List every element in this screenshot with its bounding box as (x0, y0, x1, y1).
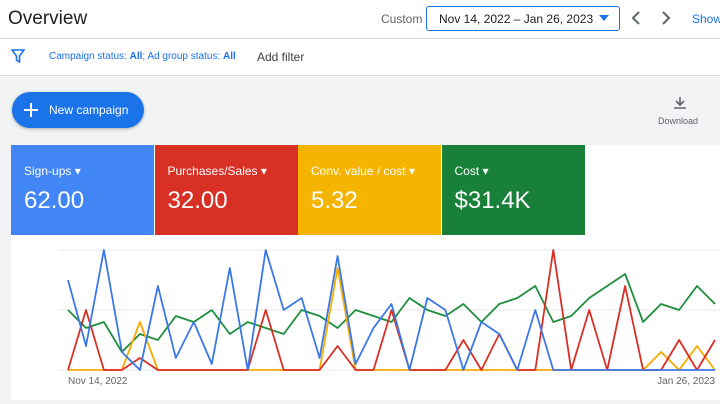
date-picker[interactable]: Nov 14, 2022 – Jan 26, 2023 (426, 6, 620, 31)
add-filter[interactable]: Add filter (257, 50, 305, 64)
metric-label: Sign-ups ▾ (24, 164, 81, 178)
series-line (67, 249, 715, 371)
chart: Nov 14, 2022 Jan 26, 2023 (58, 249, 720, 387)
metric-tile[interactable]: Sign-ups ▾ 62.00 (11, 145, 154, 235)
filter-label: ; Ad group status: (142, 51, 221, 62)
new-campaign-button[interactable]: New campaign (12, 92, 144, 128)
metric-value: 62.00 (24, 187, 85, 214)
series-line (67, 273, 716, 353)
metric-value: $31.4K (454, 187, 531, 214)
page-title: Overview (8, 8, 88, 29)
metric-label: Conv. value / cost ▾ (311, 164, 415, 178)
nav-arrows[interactable] (630, 10, 680, 26)
metric-tile[interactable]: Conv. value / cost ▾ 5.32 (298, 145, 441, 235)
dropdown-arrow: ▾ (479, 164, 489, 178)
filter-value: All (129, 51, 143, 62)
metric-label: Cost ▾ (454, 164, 489, 178)
filter-icon[interactable] (11, 49, 25, 63)
dropdown-arrow: ▾ (71, 164, 81, 178)
dropdown-arrow (599, 15, 609, 21)
filter-text[interactable]: Campaign status: All; Ad group status: A… (49, 51, 236, 62)
x-tick-label: Jan 26, 2023 (657, 376, 715, 387)
metric-tile[interactable]: Cost ▾ $31.4K (441, 145, 585, 235)
x-tick-label: Nov 14, 2022 (68, 376, 128, 387)
download-icon[interactable] (673, 96, 687, 110)
show-button[interactable]: Show (692, 12, 720, 26)
filter-bar (0, 39, 720, 76)
plus-icon (24, 103, 38, 117)
filter-value: All (223, 51, 236, 62)
date-range: Nov 14, 2022 – Jan 26, 2023 (439, 12, 594, 26)
button-label: New campaign (49, 103, 129, 117)
filter-label: Campaign status: (49, 51, 127, 62)
metric-value: 32.00 (167, 187, 228, 214)
dropdown-arrow: ▾ (405, 164, 415, 178)
range-mode: Custom (381, 12, 423, 26)
download-label[interactable]: Download (658, 116, 699, 126)
dropdown-arrow: ▾ (257, 164, 267, 178)
metric-value: 5.32 (311, 187, 358, 214)
metric-label: Purchases/Sales ▾ (167, 164, 267, 178)
metric-tile[interactable]: Purchases/Sales ▾ 32.00 (154, 145, 298, 235)
